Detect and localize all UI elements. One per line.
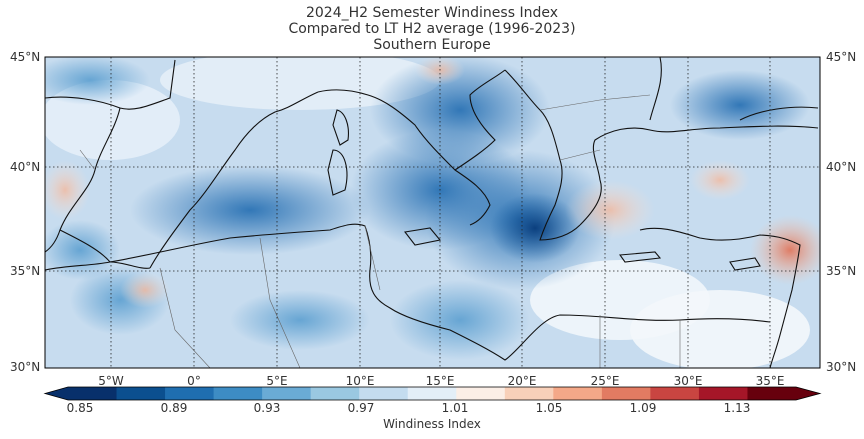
colorbar-segment: [359, 387, 409, 400]
colorbar-segment: [747, 387, 797, 400]
lon-label: 20°E: [507, 374, 537, 388]
colorbar-label: Windiness Index: [383, 417, 481, 431]
colorbar-segment: [407, 387, 457, 400]
lat-label-right: 35°N: [826, 264, 857, 278]
colorbar-outline: [43, 386, 822, 401]
colorbar-segment: [116, 387, 166, 400]
colorbar-segment: [262, 387, 312, 400]
colorbar-tick-label: 0.85: [66, 401, 94, 415]
colorbar-tick-label: 1.05: [535, 401, 563, 415]
lat-label-left: 30°N: [10, 360, 41, 374]
lat-label-left: 45°N: [10, 50, 41, 64]
colorbar-tick-label: 1.13: [723, 401, 751, 415]
colorbar-tick-label: 0.89: [160, 401, 188, 415]
lon-label: 10°E: [345, 374, 375, 388]
colorbar-segment: [650, 387, 700, 400]
colorbar-tick-label: 0.93: [253, 401, 281, 415]
colorbar-segment: [698, 387, 748, 400]
lat-label-right: 40°N: [826, 160, 857, 174]
colorbar-segment: [310, 387, 360, 400]
colorbar-segment: [601, 387, 651, 400]
windiness-field: [45, 57, 820, 368]
colorbar: [43, 386, 822, 401]
lon-label: 25°E: [590, 374, 620, 388]
colorbar-segment: [553, 387, 603, 400]
colorbar-tick-label: 0.97: [347, 401, 375, 415]
map-region: Southern Europe: [373, 37, 491, 53]
lat-label-left: 40°N: [10, 160, 41, 174]
colorbar-extend-high: [796, 387, 820, 400]
lat-label-left: 35°N: [10, 264, 41, 278]
lat-label-right: 30°N: [826, 360, 857, 374]
map-subtitle: Compared to LT H2 average (1996-2023): [288, 21, 576, 37]
lon-label: 35°E: [755, 374, 785, 388]
colorbar-tick-label: 1.01: [441, 401, 469, 415]
colorbar-segment: [504, 387, 554, 400]
lon-label: 5°W: [98, 374, 124, 388]
lat-label-right: 45°N: [826, 50, 857, 64]
lon-label: 15°E: [425, 374, 455, 388]
colorbar-tick-label: 1.09: [629, 401, 657, 415]
lon-label: 5°E: [266, 374, 288, 388]
lon-label: 30°E: [673, 374, 703, 388]
colorbar-segment: [68, 387, 118, 400]
map-title: 2024_H2 Semester Windiness Index: [305, 5, 558, 21]
colorbar-segment: [456, 387, 506, 400]
colorbar-extend-low: [45, 387, 68, 400]
colorbar-segment: [213, 387, 263, 400]
colorbar-segment: [165, 387, 215, 400]
lon-label: 0°: [187, 374, 201, 388]
